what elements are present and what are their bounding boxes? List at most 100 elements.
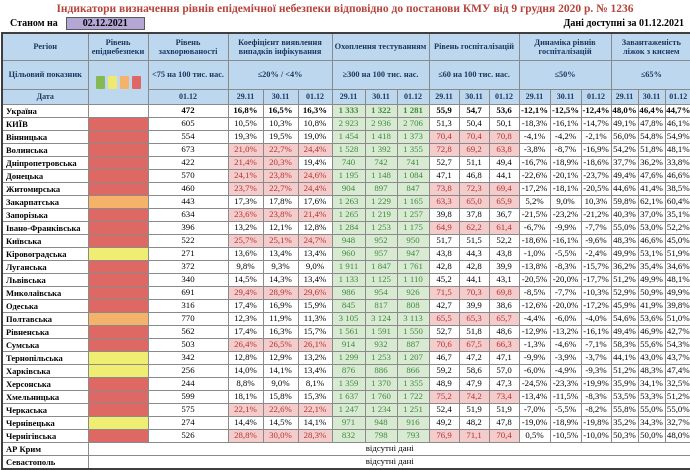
testing-cell: 971: [331, 416, 366, 430]
header-threshold-1: <75 на 100 тис. нас.: [147, 60, 229, 90]
hosp-dynamics-cell: -12,4%: [580, 104, 612, 118]
danger-level-cell: [87, 273, 149, 287]
detection-cell: 13,4%: [297, 364, 333, 378]
hospitalization-cell: 57,0: [488, 364, 520, 378]
detection-cell: 28,9%: [262, 286, 299, 300]
incidence-cell: 503: [147, 338, 229, 352]
danger-level-cell: [87, 182, 149, 196]
hospitalization-cell: 53,6: [488, 104, 520, 118]
testing-cell: 832: [331, 429, 366, 443]
hospitalization-cell: 39,9: [488, 260, 520, 274]
header-date: 29.11: [331, 89, 366, 105]
detection-cell: 23,7%: [227, 182, 264, 196]
hospitalization-cell: 70,4: [428, 130, 460, 144]
hospitalization-cell: 47,3: [488, 377, 520, 391]
detection-cell: 26,4%: [227, 338, 264, 352]
detection-cell: 8,8%: [227, 377, 264, 391]
hosp-dynamics-cell: -18,6%: [518, 234, 551, 248]
hosp-dynamics-cell: -24,5%: [518, 377, 551, 391]
testing-cell: 1 454: [331, 130, 366, 144]
hosp-dynamics-cell: -5,5%: [549, 403, 582, 417]
detection-cell: 16,3%: [262, 325, 299, 339]
testing-cell: 948: [331, 234, 366, 248]
danger-level-cell: [87, 390, 149, 404]
hospitalization-cell: 36,7: [488, 208, 520, 222]
detection-cell: 21,0%: [227, 143, 264, 157]
header-threshold-4: ≤60 на 100 тис. нас.: [428, 60, 520, 90]
hosp-dynamics-cell: -16,1%: [580, 325, 612, 339]
hosp-dynamics-cell: -11,5%: [549, 390, 582, 404]
hospitalization-cell: 39,9: [458, 299, 490, 313]
hosp-dynamics-cell: 10,3%: [580, 195, 612, 209]
hosp-dynamics-cell: -18,1%: [549, 182, 582, 196]
region-cell: Кіровоградська: [1, 247, 89, 261]
testing-cell: 1 370: [364, 377, 398, 391]
detection-cell: 22,7%: [262, 143, 299, 157]
hospitalization-cell: 37,8: [458, 208, 490, 222]
bed-occupancy-cell: 58,3%: [610, 338, 639, 352]
hosp-dynamics-cell: -23,7%: [580, 169, 612, 183]
hosp-dynamics-cell: -8,3%: [580, 390, 612, 404]
detection-cell: 9,3%: [262, 260, 299, 274]
incidence-cell: 605: [147, 117, 229, 131]
hospitalization-cell: 70,8: [488, 130, 520, 144]
hosp-dynamics-cell: -7,0%: [518, 403, 551, 417]
bed-occupancy-cell: 62,1%: [637, 195, 666, 209]
table-row-no-data: Севастополь відсутні дані: [1, 455, 690, 470]
bed-occupancy-cell: 54,6%: [610, 312, 639, 326]
hospitalization-cell: 47,2: [458, 351, 490, 365]
detection-cell: 19,5%: [262, 130, 299, 144]
table-row: Миколаївська 691 29,4% 28,9% 29,6% 986 954 926 7…: [1, 286, 690, 300]
region-cell: Донецька: [1, 169, 89, 183]
detection-cell: 13,4%: [262, 247, 299, 261]
table-row: Запорізька 634 23,6% 23,8% 21,4% 1 265 1 219 1 …: [1, 208, 690, 222]
hospitalization-cell: 44,3: [458, 247, 490, 261]
bed-occupancy-cell: 44,1%: [610, 351, 639, 365]
bed-occupancy-cell: 35,2%: [610, 416, 639, 430]
header-date: 01.12: [580, 89, 612, 105]
testing-cell: 916: [396, 416, 430, 430]
testing-cell: 742: [364, 156, 398, 170]
bed-occupancy-cell: 35,9%: [610, 377, 639, 391]
legend-square-green: [95, 76, 105, 89]
testing-cell: 1 355: [396, 143, 430, 157]
hospitalization-cell: 51,1: [458, 156, 490, 170]
hospitalization-cell: 70,3: [458, 286, 490, 300]
bed-occupancy-cell: 43,0%: [637, 351, 666, 365]
bed-occupancy-cell: 49,4%: [610, 169, 639, 183]
testing-cell: 1 253: [364, 221, 398, 235]
hosp-dynamics-cell: -13,4%: [518, 390, 551, 404]
bed-occupancy-cell: 49,4%: [610, 325, 639, 339]
danger-level-cell: [87, 156, 149, 170]
hospitalization-cell: 70,4: [458, 130, 490, 144]
detection-cell: 13,4%: [297, 273, 333, 287]
danger-level-cell: [87, 104, 149, 118]
region-cell: Хмельницька: [1, 390, 89, 404]
testing-cell: 897: [364, 182, 398, 196]
hospitalization-cell: 43,1: [488, 273, 520, 287]
detection-cell: 16,8%: [227, 104, 264, 118]
region-cell: Україна: [1, 104, 89, 118]
testing-cell: 1 247: [331, 403, 366, 417]
hospitalization-cell: 73,8: [428, 182, 460, 196]
hosp-dynamics-cell: -12,6%: [518, 299, 551, 313]
detection-cell: 16,3%: [297, 104, 333, 118]
header-group-3: Охоплення тестуванням: [331, 32, 430, 61]
detection-cell: 22,7%: [262, 182, 299, 196]
hospitalization-cell: 47,1: [428, 169, 460, 183]
testing-cell: 1 392: [364, 143, 398, 157]
hospitalization-cell: 72,8: [428, 143, 460, 157]
detection-cell: 15,9%: [297, 299, 333, 313]
header-group-5: Динаміка рівнів госпіталізацій: [518, 32, 612, 61]
danger-level-cell: [87, 169, 149, 183]
hospitalization-cell: 45,2: [428, 273, 460, 287]
detection-cell: 12,9%: [262, 351, 299, 365]
danger-level-cell: [87, 143, 149, 157]
region-cell: Харківська: [1, 364, 89, 378]
detection-cell: 30,0%: [262, 429, 299, 443]
hosp-dynamics-cell: -18,6%: [580, 156, 612, 170]
incidence-cell: 271: [147, 247, 229, 261]
header-group-1: Рівень захворюваності: [147, 32, 229, 61]
danger-level-legend: [87, 60, 149, 105]
hospitalization-cell: 69,8: [488, 286, 520, 300]
